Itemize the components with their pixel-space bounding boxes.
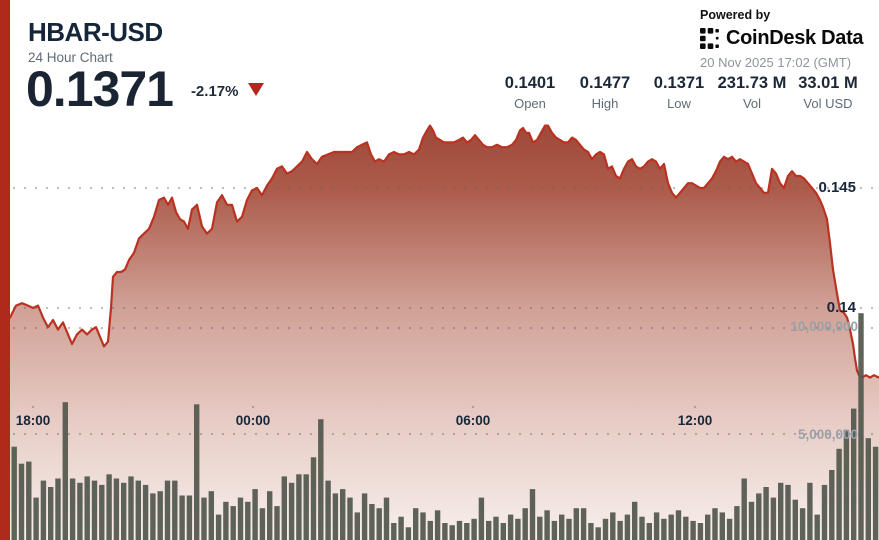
timestamp: 20 Nov 2025 17:02 (GMT) (700, 55, 852, 70)
stat-high: 0.1477 High (580, 74, 630, 111)
stat-volume-label: Vol (742, 96, 762, 111)
stat-open-label: Open (514, 96, 546, 111)
x-axis-label-1200: 12:00 (677, 413, 713, 428)
stat-low-label: Low (667, 96, 691, 111)
current-price: 0.1371 (26, 61, 174, 117)
x-axis-label-1800: 18:00 (15, 413, 51, 428)
stat-open-value: 0.1401 (504, 74, 556, 92)
x-axis-label-0000: 00:00 (235, 413, 271, 428)
stat-open: 0.1401 Open (505, 74, 555, 111)
brand-name: CoinDesk Data (726, 27, 864, 49)
stat-volume-value: 231.73 M (717, 74, 787, 92)
price-change: -2.17% (190, 83, 239, 100)
stat-volume-usd-value: 33.01 M (798, 74, 858, 92)
stat-low: 0.1371 Low (654, 74, 704, 111)
chart-subtitle: 24 Hour Chart (28, 49, 113, 65)
stat-volume-usd: 33.01 M Vol USD (798, 74, 858, 111)
stat-volume: 231.73 M Vol (718, 74, 787, 111)
stat-high-label: High (591, 96, 619, 111)
y-axis-label-price-014: 0.14 (826, 299, 856, 316)
stat-low-value: 0.1371 (653, 74, 705, 92)
y-axis-label-volume-5m: 5,000,000 (797, 427, 858, 442)
powered-by-label: Powered by (700, 8, 771, 22)
coindesk-data-link[interactable]: CoinDesk Data (700, 27, 864, 50)
left-accent-bar (0, 0, 10, 540)
stat-volume-usd-label: Vol USD (803, 96, 853, 111)
x-axis-label-0600: 06:00 (455, 413, 491, 428)
y-axis-label-volume-10m: 10,000,000 (790, 319, 858, 334)
coindesk-logo-icon (700, 28, 721, 49)
page-title: HBAR-USD (28, 17, 163, 47)
y-axis-label-price-0145: 0.145 (818, 179, 856, 196)
price-down-triangle-icon (248, 83, 265, 96)
stat-high-value: 0.1477 (579, 74, 631, 92)
